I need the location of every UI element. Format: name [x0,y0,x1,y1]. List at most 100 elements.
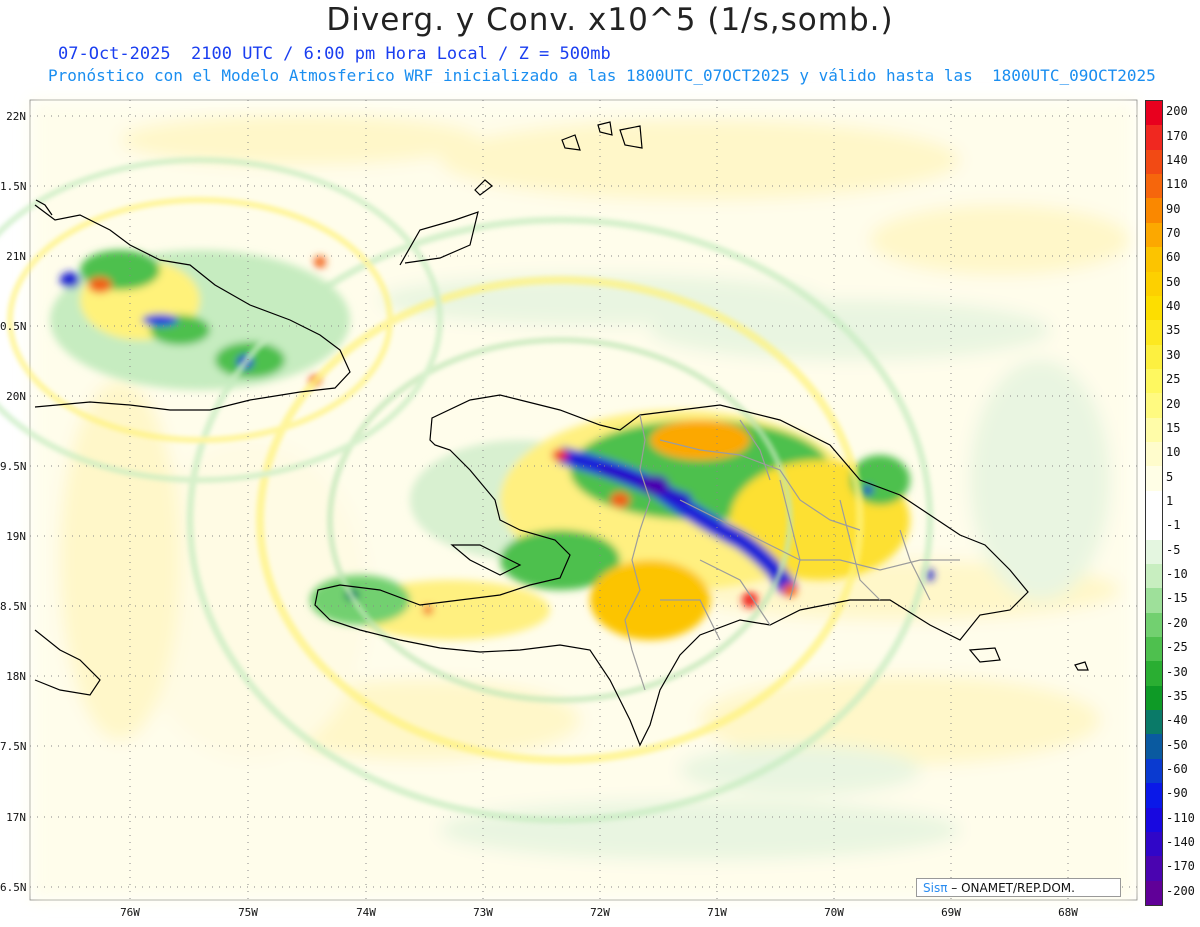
lon-label: 76W [120,906,140,919]
lat-label: 0.5N [0,320,27,333]
colorbar-label: -110 [1166,810,1195,825]
lat-label: 1.5N [0,180,27,193]
lat-label: 7.5N [0,740,27,753]
colorbar-label: 10 [1166,445,1181,460]
colorbar-label: -140 [1166,835,1195,850]
lon-label: 73W [473,906,493,919]
colorbar-label: -5 [1166,542,1181,557]
lat-label: 20N [6,390,26,403]
political-borders [624,414,960,691]
colorbar-segment [1146,295,1162,321]
credit-text: – ONAMET/REP.DOM. [951,881,1075,895]
colorbar [1145,100,1163,906]
colorbar-label: 35 [1166,323,1181,338]
colorbar-label: -90 [1166,786,1188,801]
colorbar-label: -170 [1166,859,1195,874]
colorbar-label: 15 [1166,420,1181,435]
colorbar-segment [1146,466,1162,492]
colorbar-segment [1146,783,1162,809]
colorbar-label: 50 [1166,274,1181,289]
colorbar-segment [1146,442,1162,467]
colorbar-label: 20 [1166,396,1181,411]
colorbar-label: 40 [1166,299,1181,314]
colorbar-segment [1146,685,1162,711]
colorbar-segment [1146,271,1162,297]
colorbar-label: -1 [1166,518,1181,533]
lon-label: 70W [824,906,844,919]
colorbar-label: 70 [1166,226,1181,240]
lat-label: 17N [6,811,26,824]
colorbar-label: -20 [1166,615,1188,630]
colorbar-label: 5 [1166,469,1174,484]
colorbar-segment [1146,637,1162,662]
colorbar-label: 60 [1166,250,1181,265]
colorbar-segment [1146,222,1162,248]
colorbar-segment [1146,344,1162,370]
colorbar-label: 140 [1166,152,1188,167]
colorbar-segment [1146,174,1162,199]
lon-label: 69W [941,906,961,919]
lat-label: 19N [6,530,26,543]
colorbar-segment [1146,588,1162,614]
colorbar-segment [1146,880,1162,906]
sisp-logo-text: Sisπ [923,881,948,895]
colorbar-segment [1146,369,1162,394]
colorbar-segment [1146,758,1162,784]
colorbar-label: -30 [1166,664,1188,679]
colorbar-label: 170 [1166,128,1188,143]
colorbar-label: -50 [1166,737,1188,752]
colorbar-label: -40 [1166,713,1188,728]
forecast-subtitle: Pronóstico con el Modelo Atmosferico WRF… [48,66,1156,85]
field-cuba [50,250,350,390]
credit-box: Sisπ – ONAMET/REP.DOM. [916,878,1121,897]
colorbar-segment [1146,417,1162,443]
colorbar-segment [1146,101,1162,126]
graticule [30,100,1137,900]
colorbar-label: 1 [1166,494,1174,508]
colorbar-label: 200 [1166,104,1188,119]
lat-label: 8.5N [0,600,27,613]
colorbar-segment [1146,149,1162,175]
colorbar-segment [1146,612,1162,638]
lon-label: 71W [707,906,727,919]
lon-label: 68W [1058,906,1078,919]
colorbar-label: 30 [1166,347,1181,362]
colorbar-label: -10 [1166,567,1188,582]
colorbar-segment [1146,320,1162,346]
coastlines [34,121,1089,747]
lon-label: 74W [356,906,376,919]
colorbar-label: -60 [1166,762,1188,776]
colorbar-segment [1146,393,1162,419]
colorbar-segment [1146,198,1162,224]
colorbar-segment [1146,856,1162,882]
lat-label: 22N [6,110,26,123]
colorbar-segment [1146,539,1162,565]
colorbar-segment [1146,563,1162,589]
lat-label: 18N [6,670,26,683]
field-rings [0,157,934,824]
colorbar-label: 90 [1166,201,1181,216]
colorbar-label: 25 [1166,372,1181,387]
colorbar-label: -35 [1166,688,1188,703]
lat-label: 6.5N [0,881,27,894]
colorbar-segment [1146,661,1162,687]
colorbar-label: -200 [1166,883,1195,898]
colorbar-segment [1146,247,1162,273]
colorbar-label: -25 [1166,640,1188,655]
colorbar-segment [1146,515,1162,541]
colorbar-segment [1146,807,1162,833]
colorbar-segment [1146,710,1162,735]
lon-label: 75W [238,906,258,919]
map-title: Diverg. y Conv. x10^5 (1/s,somb.) [326,2,894,38]
lon-label: 72W [590,906,610,919]
colorbar-segment [1146,734,1162,760]
colorbar-segment [1146,125,1162,151]
colorbar-segment [1146,831,1162,857]
datetime-subtitle: 07-Oct-2025 2100 UTC / 6:00 pm Hora Loca… [58,44,611,64]
colorbar-label: -15 [1166,591,1188,606]
lat-label: 21N [6,250,26,263]
colorbar-segment [1146,490,1162,516]
colorbar-label: 110 [1166,177,1188,192]
lat-label: 9.5N [0,460,27,473]
